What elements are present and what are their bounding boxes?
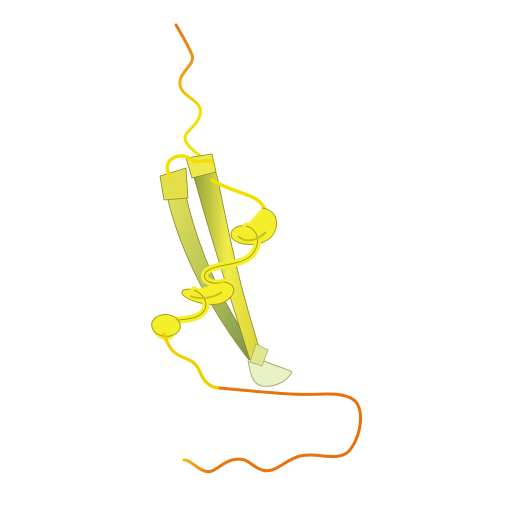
helix-exit-loop [162, 332, 222, 390]
top-loop [165, 154, 214, 178]
strand-helix-loop [210, 178, 268, 214]
hairpin-arrowhead [249, 343, 269, 367]
c-terminal-coil [182, 386, 363, 474]
beta-strand-1-arrowhead [159, 167, 189, 201]
n-terminal-coil [174, 23, 208, 169]
hairpin-turn [247, 359, 293, 387]
alpha-helix [151, 207, 278, 340]
